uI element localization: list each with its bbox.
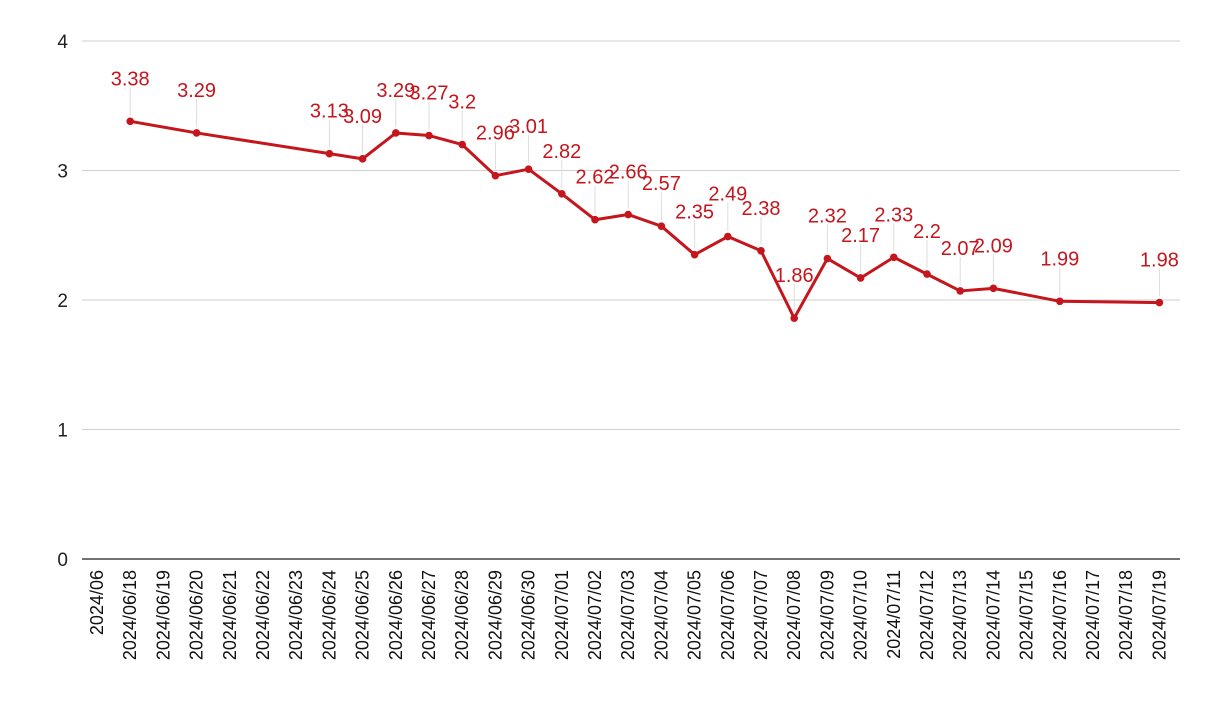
data-label: 2.57 (642, 173, 681, 195)
x-tick-label: 2024/06/18 (120, 570, 140, 660)
data-label: 2.35 (675, 202, 714, 224)
x-tick-label: 2024/06 (87, 570, 107, 635)
x-tick-label: 2024/07/16 (1050, 570, 1070, 660)
data-label: 3.27 (410, 83, 449, 105)
x-tick-label: 2024/07/14 (983, 570, 1003, 660)
data-points (126, 117, 1164, 322)
x-tick-label: 2024/07/04 (651, 570, 671, 660)
x-tick-label: 2024/07/12 (917, 570, 937, 660)
data-point (690, 250, 699, 259)
data-label: 3.2 (448, 92, 476, 114)
x-tick-label: 2024/06/19 (153, 570, 173, 660)
y-tick-label: 4 (57, 32, 68, 53)
data-point (724, 232, 732, 241)
data-label: 3.01 (509, 116, 548, 138)
data-label: 2.07 (941, 238, 980, 260)
data-point (325, 149, 334, 158)
data-label: 2.33 (874, 204, 913, 226)
data-label: 1.86 (775, 265, 814, 287)
data-point (425, 131, 433, 140)
data-point (524, 165, 533, 174)
x-tick-label: 2024/07/10 (851, 570, 871, 660)
data-label: 2.49 (708, 184, 747, 206)
y-tick-label: 0 (57, 550, 68, 571)
x-tick-label: 2024/07/09 (817, 570, 837, 660)
data-labels: 3.383.293.133.093.293.27 3.22.963.012.822… (111, 68, 1179, 287)
data-point (657, 222, 666, 230)
data-label: 3.29 (376, 80, 415, 102)
data-point (1155, 298, 1164, 307)
x-tick-label: 2024/06/23 (286, 570, 306, 660)
data-point (392, 129, 400, 137)
x-tick-label: 2024/06/25 (353, 570, 373, 660)
data-point (458, 140, 467, 149)
x-axis-tick-labels: 2024/06 2024/06/18 2024/06/19 2024/06/20 202… (87, 570, 1169, 660)
data-point (989, 284, 998, 293)
data-label: 2.66 (609, 162, 648, 184)
x-tick-label: 2024/07/15 (1017, 570, 1037, 660)
x-tick-label: 2024/07/02 (585, 570, 605, 660)
data-label: 1.98 (1140, 250, 1179, 272)
x-tick-label: 2024/06/27 (419, 570, 439, 660)
data-point (923, 270, 931, 278)
data-point (558, 190, 566, 198)
x-tick-label: 2024/06/22 (253, 570, 273, 660)
data-label: 2.17 (841, 225, 880, 247)
data-label: 3.09 (343, 106, 382, 128)
x-tick-label: 2024/07/01 (552, 570, 572, 660)
x-tick-label: 2024/07/19 (1149, 570, 1169, 660)
x-tick-label: 2024/06/20 (187, 570, 207, 660)
data-label: 2.38 (742, 198, 781, 220)
data-label: 2.2 (913, 221, 941, 243)
x-tick-label: 2024/06/29 (485, 570, 505, 660)
data-point (358, 155, 367, 163)
series-line (128, 119, 1161, 320)
y-tick-label: 1 (57, 421, 68, 442)
x-tick-label: 2024/06/21 (220, 570, 240, 660)
data-point (192, 129, 201, 137)
data-label: 2.32 (808, 206, 847, 228)
y-tick-label: 2 (57, 291, 68, 312)
x-tick-label: 2024/07/07 (751, 570, 771, 660)
x-tick-label: 2024/07/08 (784, 570, 804, 660)
x-tick-label: 2024/07/13 (950, 570, 970, 660)
data-label-leaders (129, 87, 1160, 313)
x-tick-label: 2024/07/18 (1116, 570, 1136, 660)
data-point (126, 117, 134, 126)
data-point (956, 287, 964, 295)
data-label: 2.62 (576, 167, 615, 189)
data-label: 2.09 (974, 235, 1013, 257)
data-point (790, 314, 798, 322)
y-axis-tick-labels: 0 1 2 3 4 (57, 32, 68, 571)
x-tick-label: 2024/07/05 (685, 570, 705, 660)
x-tick-label: 2024/06/30 (519, 570, 539, 660)
gridlines (82, 40, 1180, 430)
x-tick-label: 2024/06/24 (319, 570, 339, 660)
data-point (591, 215, 599, 224)
data-label: 2.96 (476, 123, 515, 145)
data-point (856, 274, 865, 282)
data-point (757, 246, 765, 255)
data-point (890, 253, 898, 262)
x-tick-label: 2024/07/03 (618, 570, 638, 660)
data-label: 3.38 (111, 68, 150, 90)
series-line-layer (128, 119, 1161, 320)
x-tick-label: 2024/06/26 (386, 570, 406, 660)
x-tick-label: 2024/07/11 (884, 570, 904, 659)
y-tick-label: 3 (57, 162, 68, 183)
data-label: 2.82 (542, 141, 581, 163)
data-point (1056, 297, 1064, 306)
data-point (491, 171, 500, 180)
data-label: 3.29 (177, 80, 216, 102)
data-label: 3.13 (310, 101, 349, 123)
x-tick-label: 2024/07/17 (1083, 570, 1103, 660)
x-tick-label: 2024/06/28 (452, 570, 472, 660)
data-point (624, 210, 632, 219)
data-label: 1.99 (1040, 248, 1079, 270)
x-tick-label: 2024/07/06 (718, 570, 738, 660)
data-point (823, 254, 832, 263)
